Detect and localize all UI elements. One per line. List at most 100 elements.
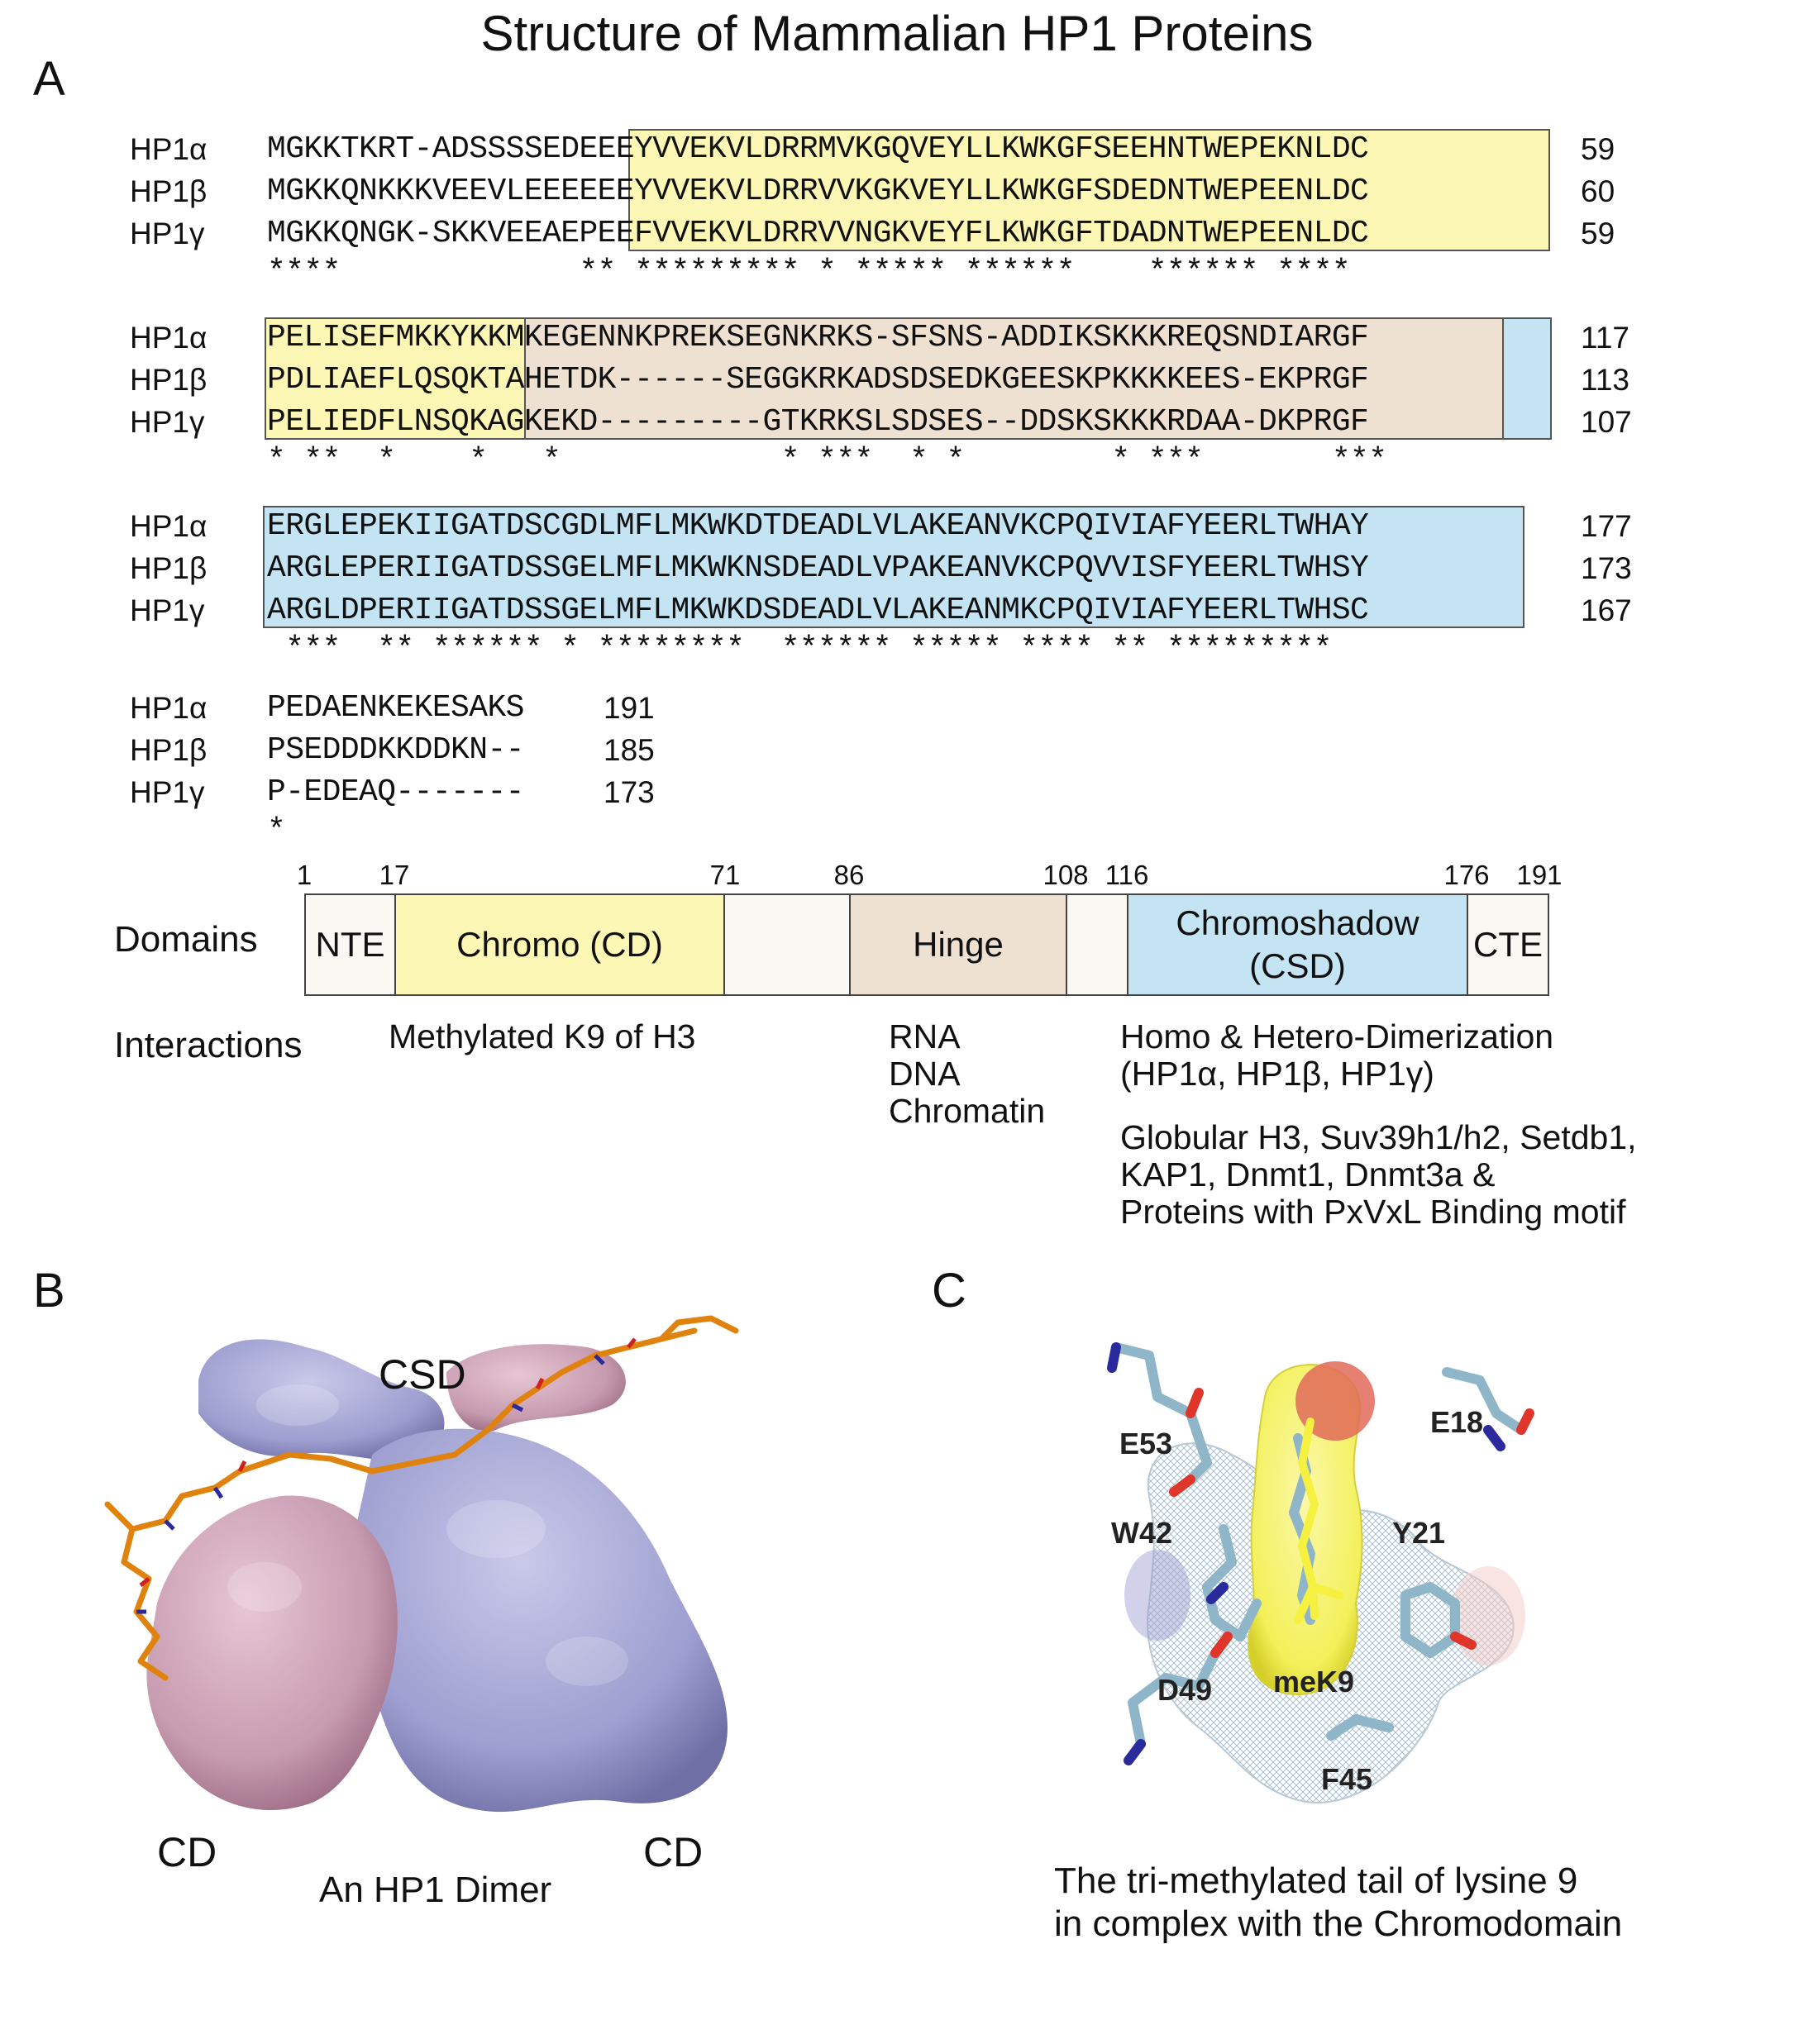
seq-name: HP1γ xyxy=(130,405,205,439)
residue-label-e18: E18 xyxy=(1430,1405,1484,1439)
conservation-stars: * xyxy=(267,813,286,849)
seq-end-number: 113 xyxy=(1581,363,1629,397)
peptide-nitrogens xyxy=(136,1354,605,1614)
complex-caption-line: The tri-methylated tail of lysine 9 xyxy=(1054,1861,1578,1901)
chromo-box-block1 xyxy=(628,129,1550,251)
seq-name: HP1γ xyxy=(130,217,205,250)
seq-name: HP1β xyxy=(130,363,208,397)
seq-end-number: 117 xyxy=(1581,321,1629,355)
cd-body-pink xyxy=(146,1495,398,1810)
residue-label-w42: W42 xyxy=(1111,1516,1173,1550)
csd-dimer-interactions: Homo & Hetero-Dimerization (HP1α, HP1β, … xyxy=(1120,1018,1553,1093)
cd-body-lavender xyxy=(353,1428,728,1813)
domain-tick: 71 xyxy=(709,860,741,890)
residue-label-f45: F45 xyxy=(1321,1762,1373,1796)
sequence: MGKKQNKKKVEEVLEEEEEEYVVEKVLDRRVVKGKVEYLL… xyxy=(267,174,1369,209)
residue-label-e53: E53 xyxy=(1119,1427,1173,1460)
residue-label-d49: D49 xyxy=(1157,1673,1213,1707)
dimer-csd-label: CSD xyxy=(379,1351,466,1398)
chromo-interaction: Methylated K9 of H3 xyxy=(389,1017,696,1055)
panel-label-b: B xyxy=(33,1264,65,1317)
nitrogen-mesh-patch xyxy=(1124,1550,1190,1641)
hinge-interaction: DNA xyxy=(889,1055,961,1093)
sequence: PELIEDFLNSQKAGKEKD---------GTKRKSLSDSES-… xyxy=(267,404,1369,440)
seq-end-number: 185 xyxy=(604,733,655,767)
domain-chromo: Chromo (CD) xyxy=(394,893,725,996)
seq-end-number: 107 xyxy=(1581,405,1632,439)
alignment-block-2: HP1α HP1β HP1γ xyxy=(130,317,207,443)
seq-name: HP1α xyxy=(130,132,208,166)
conservation-stars: **** ** ********* * ***** ****** ****** … xyxy=(267,255,1351,290)
csd-partner: Globular H3, Suv39h1/h2, Setdb1, xyxy=(1120,1118,1637,1156)
alignment-block-1: HP1α HP1β HP1γ xyxy=(130,128,207,255)
sequence: PELISEFMKKYKKMKEGENNKPREKSEGNKRKS-SFSNS-… xyxy=(267,320,1369,355)
hinge-interaction: RNA xyxy=(889,1017,961,1055)
csd-partner: Proteins with PxVxL Binding motif xyxy=(1120,1193,1626,1231)
domain-cte: CTE xyxy=(1467,893,1549,996)
seq-name: HP1β xyxy=(130,733,208,767)
domain-tick: 1 xyxy=(296,860,313,890)
seq-end-number: 173 xyxy=(604,775,655,809)
alignment-block-3: HP1α HP1β HP1γ xyxy=(130,505,207,631)
domain-chromoshadow: Chromoshadow (CSD) xyxy=(1127,893,1468,996)
domain-tick: 116 xyxy=(1105,860,1149,890)
conservation-stars: * ** * * * * *** * * * *** *** xyxy=(267,443,1387,479)
alignment-block-4: HP1α HP1β HP1γ xyxy=(130,687,207,813)
interactions-row-label: Interactions xyxy=(114,1025,303,1065)
sequence: MGKKQNGK-SKKVEEAEPEEFVVEKVLDRRVVNGKVEYFL… xyxy=(267,216,1369,251)
seq-end-number: 59 xyxy=(1581,217,1615,250)
seq-name: HP1γ xyxy=(130,775,205,809)
hinge-interaction: Chromatin xyxy=(889,1092,1046,1130)
csd-partner-interactions: Globular H3, Suv39h1/h2, Setdb1, KAP1, D… xyxy=(1120,1119,1637,1231)
dimer-cd-left-label: CD xyxy=(157,1829,217,1875)
seq-end-number: 191 xyxy=(604,691,655,725)
residue-label-y21: Y21 xyxy=(1392,1516,1446,1550)
seq-end-number: 167 xyxy=(1581,593,1632,627)
oxygen-surface xyxy=(1295,1361,1375,1441)
seq-end-number: 177 xyxy=(1581,509,1632,543)
conservation-stars: *** ** ****** * ******** ****** ***** **… xyxy=(267,631,1332,667)
chromo-box-block2 xyxy=(265,317,526,440)
csd-box-block2 xyxy=(1502,317,1552,440)
hinge-interactions: RNA DNA Chromatin xyxy=(889,1018,1045,1130)
hp1-dimer-structure xyxy=(104,1315,739,1813)
seq-name: HP1α xyxy=(130,509,208,543)
domain-linker-1 xyxy=(723,893,851,996)
oxygen-atoms xyxy=(1169,1388,1534,1658)
complex-caption-line: in complex with the Chromodomain xyxy=(1054,1903,1623,1944)
figure-title: Structure of Mammalian HP1 Proteins xyxy=(480,6,1314,61)
domain-hinge: Hinge xyxy=(849,893,1067,996)
domain-tick: 86 xyxy=(833,860,865,890)
seq-name: HP1β xyxy=(130,174,208,208)
residue-label-mek9: meK9 xyxy=(1273,1665,1355,1699)
csd-box-block3 xyxy=(263,506,1524,628)
seq-end-number: 59 xyxy=(1581,132,1615,166)
chromodomain-complex-structure xyxy=(1107,1342,1534,1803)
sequence: MGKKTKRT-ADSSSSEDEEEYVVEKVLDRRMVKGQVEYLL… xyxy=(267,131,1369,167)
domains-row-label: Domains xyxy=(114,919,258,960)
panel-label-a: A xyxy=(33,52,65,106)
seq-end-number: 60 xyxy=(1581,174,1615,208)
seq-end-number: 173 xyxy=(1581,551,1632,585)
domain-tick: 191 xyxy=(1516,860,1563,890)
csd-interaction: Homo & Hetero-Dimerization xyxy=(1120,1017,1554,1055)
panel-label-c: C xyxy=(932,1264,966,1317)
dimer-cd-right-label: CD xyxy=(643,1829,704,1875)
csd-lobe-lavender xyxy=(198,1339,445,1461)
csd-interaction: (HP1α, HP1β, HP1γ) xyxy=(1120,1055,1434,1093)
complex-caption: The tri-methylated tail of lysine 9 in c… xyxy=(1054,1860,1622,1946)
seq-name: HP1α xyxy=(130,321,208,355)
sequence: PEDAENKEKESAKS xyxy=(267,690,524,726)
csd-partner: KAP1, Dnmt1, Dnmt3a & xyxy=(1120,1155,1496,1194)
seq-name: HP1γ xyxy=(130,593,205,627)
meK9-stick xyxy=(1294,1417,1343,1624)
sequence: ARGLDPERIIGATDSSGELMFLMKWKDSDEADLVLAKEAN… xyxy=(267,593,1369,628)
peptide-oxygens xyxy=(139,1337,637,1587)
hinge-box-block2 xyxy=(524,317,1504,440)
sequence: PDLIAEFLQSQKTAHETDK------SEGGKRKADSDSEDK… xyxy=(267,362,1369,398)
sequence: ERGLEPEKIIGATDSCGDLMFLMKWKDTDEADLVLAKEAN… xyxy=(267,508,1369,544)
sequence: P-EDEAQ------- xyxy=(267,774,524,810)
surface-highlights xyxy=(227,1384,628,1686)
dimer-caption: An HP1 Dimer xyxy=(319,1870,552,1910)
seq-name: HP1α xyxy=(130,691,208,725)
